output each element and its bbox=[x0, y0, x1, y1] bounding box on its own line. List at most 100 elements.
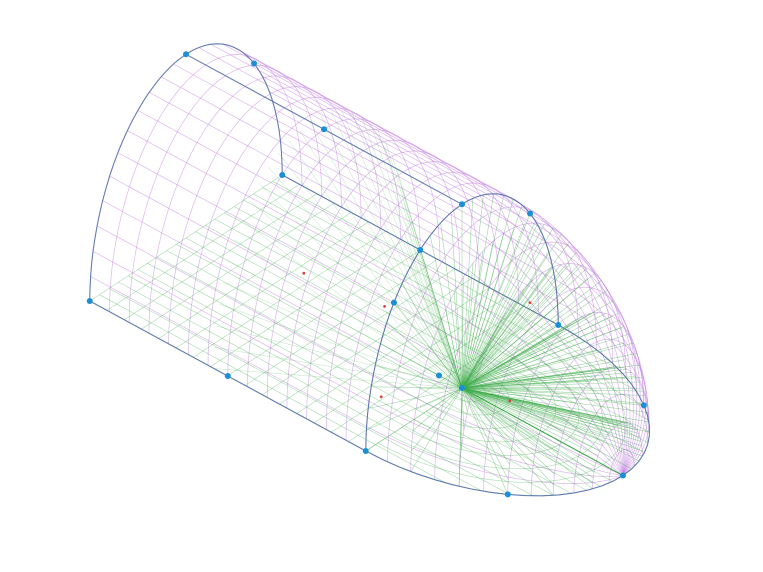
dome-ring-line bbox=[247, 129, 441, 387]
vertex-point[interactable] bbox=[555, 322, 562, 328]
radial-ray bbox=[461, 387, 557, 464]
radial-ray bbox=[461, 294, 592, 389]
floor-line bbox=[108, 288, 482, 492]
cap-meridian-line bbox=[545, 241, 644, 476]
radial-ray bbox=[331, 112, 463, 389]
dome-ring-line bbox=[266, 139, 461, 398]
vertex-point[interactable] bbox=[251, 60, 258, 67]
radial-ray bbox=[461, 267, 553, 389]
vertex-point[interactable] bbox=[620, 472, 626, 479]
radial-ray bbox=[461, 193, 495, 389]
vertex-point[interactable] bbox=[390, 299, 397, 306]
radial-ray bbox=[461, 279, 534, 389]
vertex-point[interactable] bbox=[362, 448, 369, 454]
radial-ray bbox=[461, 387, 643, 452]
vertex-point[interactable] bbox=[527, 210, 534, 217]
vertex-point[interactable] bbox=[417, 247, 424, 253]
radial-ray bbox=[461, 341, 491, 389]
radial-ray bbox=[461, 387, 523, 404]
radial-ray bbox=[461, 342, 634, 389]
radial-ray bbox=[461, 264, 579, 389]
radial-ray bbox=[461, 315, 613, 389]
marker-point bbox=[302, 271, 306, 275]
vertex-point[interactable] bbox=[459, 201, 465, 208]
vertex-point[interactable] bbox=[640, 402, 647, 409]
radial-ray bbox=[461, 325, 569, 389]
radial-ray bbox=[278, 152, 463, 389]
radial-ray bbox=[216, 325, 463, 389]
radial-ray bbox=[461, 264, 562, 389]
cap-meridian-line bbox=[368, 400, 624, 477]
radial-ray bbox=[424, 367, 463, 389]
cap-meridian-line bbox=[474, 197, 624, 476]
radial-ray bbox=[299, 129, 463, 389]
radial-ray bbox=[461, 387, 509, 495]
radial-ray bbox=[461, 387, 618, 426]
radial-ray bbox=[461, 387, 596, 467]
radial-ray bbox=[461, 280, 602, 389]
radial-ray bbox=[371, 386, 463, 389]
radial-ray bbox=[406, 242, 463, 389]
radial-ray bbox=[461, 374, 478, 389]
radial-ray bbox=[461, 368, 607, 389]
radial-ray bbox=[241, 219, 463, 389]
radial-ray bbox=[419, 249, 463, 389]
radial-ray bbox=[461, 375, 534, 389]
radial-ray bbox=[461, 387, 465, 431]
radial-ray bbox=[386, 322, 463, 389]
vertex-points bbox=[86, 51, 647, 498]
radial-ray bbox=[461, 351, 547, 389]
vertex-point[interactable] bbox=[321, 126, 327, 133]
radial-ray bbox=[461, 387, 568, 422]
radial-ray bbox=[453, 292, 463, 389]
floor-line bbox=[253, 193, 645, 407]
floor-line bbox=[224, 212, 649, 444]
vertex-point[interactable] bbox=[459, 385, 465, 391]
vertex-point[interactable] bbox=[224, 373, 231, 379]
marker-points bbox=[302, 271, 532, 403]
radial-ray bbox=[461, 313, 606, 389]
vertex-point[interactable] bbox=[279, 172, 286, 178]
vertex-point[interactable] bbox=[86, 298, 93, 304]
radial-ray bbox=[461, 241, 494, 389]
radial-ray bbox=[393, 302, 463, 389]
floor-line bbox=[156, 256, 587, 491]
radial-ray bbox=[461, 251, 484, 389]
dome-ring-line bbox=[148, 75, 342, 334]
radial-ray bbox=[461, 194, 484, 389]
vertex-point[interactable] bbox=[183, 51, 189, 58]
floor-line bbox=[99, 294, 446, 484]
radial-ray bbox=[461, 341, 554, 389]
radial-ray bbox=[461, 263, 571, 389]
cap-meridian-line bbox=[378, 350, 624, 476]
floor-line bbox=[175, 221, 369, 349]
floor-line bbox=[89, 174, 283, 302]
radial-ray bbox=[411, 387, 463, 452]
radial-ray bbox=[368, 387, 463, 409]
radial-ray bbox=[369, 122, 463, 389]
radial-ray bbox=[461, 387, 607, 437]
radial-ray bbox=[445, 309, 463, 389]
floor-line bbox=[166, 250, 601, 487]
marker-point bbox=[379, 395, 383, 399]
radial-ray bbox=[250, 200, 463, 389]
radial-ray bbox=[461, 285, 557, 389]
floor-line bbox=[214, 218, 645, 453]
radial-ray bbox=[219, 304, 463, 389]
radial-ray bbox=[461, 363, 540, 389]
radial-ray bbox=[461, 387, 510, 465]
radial-ray bbox=[461, 264, 583, 389]
radial-ray bbox=[461, 387, 564, 432]
radial-ray bbox=[461, 233, 504, 389]
vertex-point[interactable] bbox=[436, 372, 442, 379]
radial-ray bbox=[461, 387, 586, 389]
floor-line bbox=[193, 231, 386, 358]
radial-ray bbox=[461, 387, 605, 442]
vertex-point[interactable] bbox=[504, 491, 511, 498]
floor-line bbox=[243, 199, 649, 421]
radial-ray bbox=[385, 141, 463, 389]
radial-ray bbox=[461, 236, 544, 389]
floor-line bbox=[158, 212, 352, 339]
